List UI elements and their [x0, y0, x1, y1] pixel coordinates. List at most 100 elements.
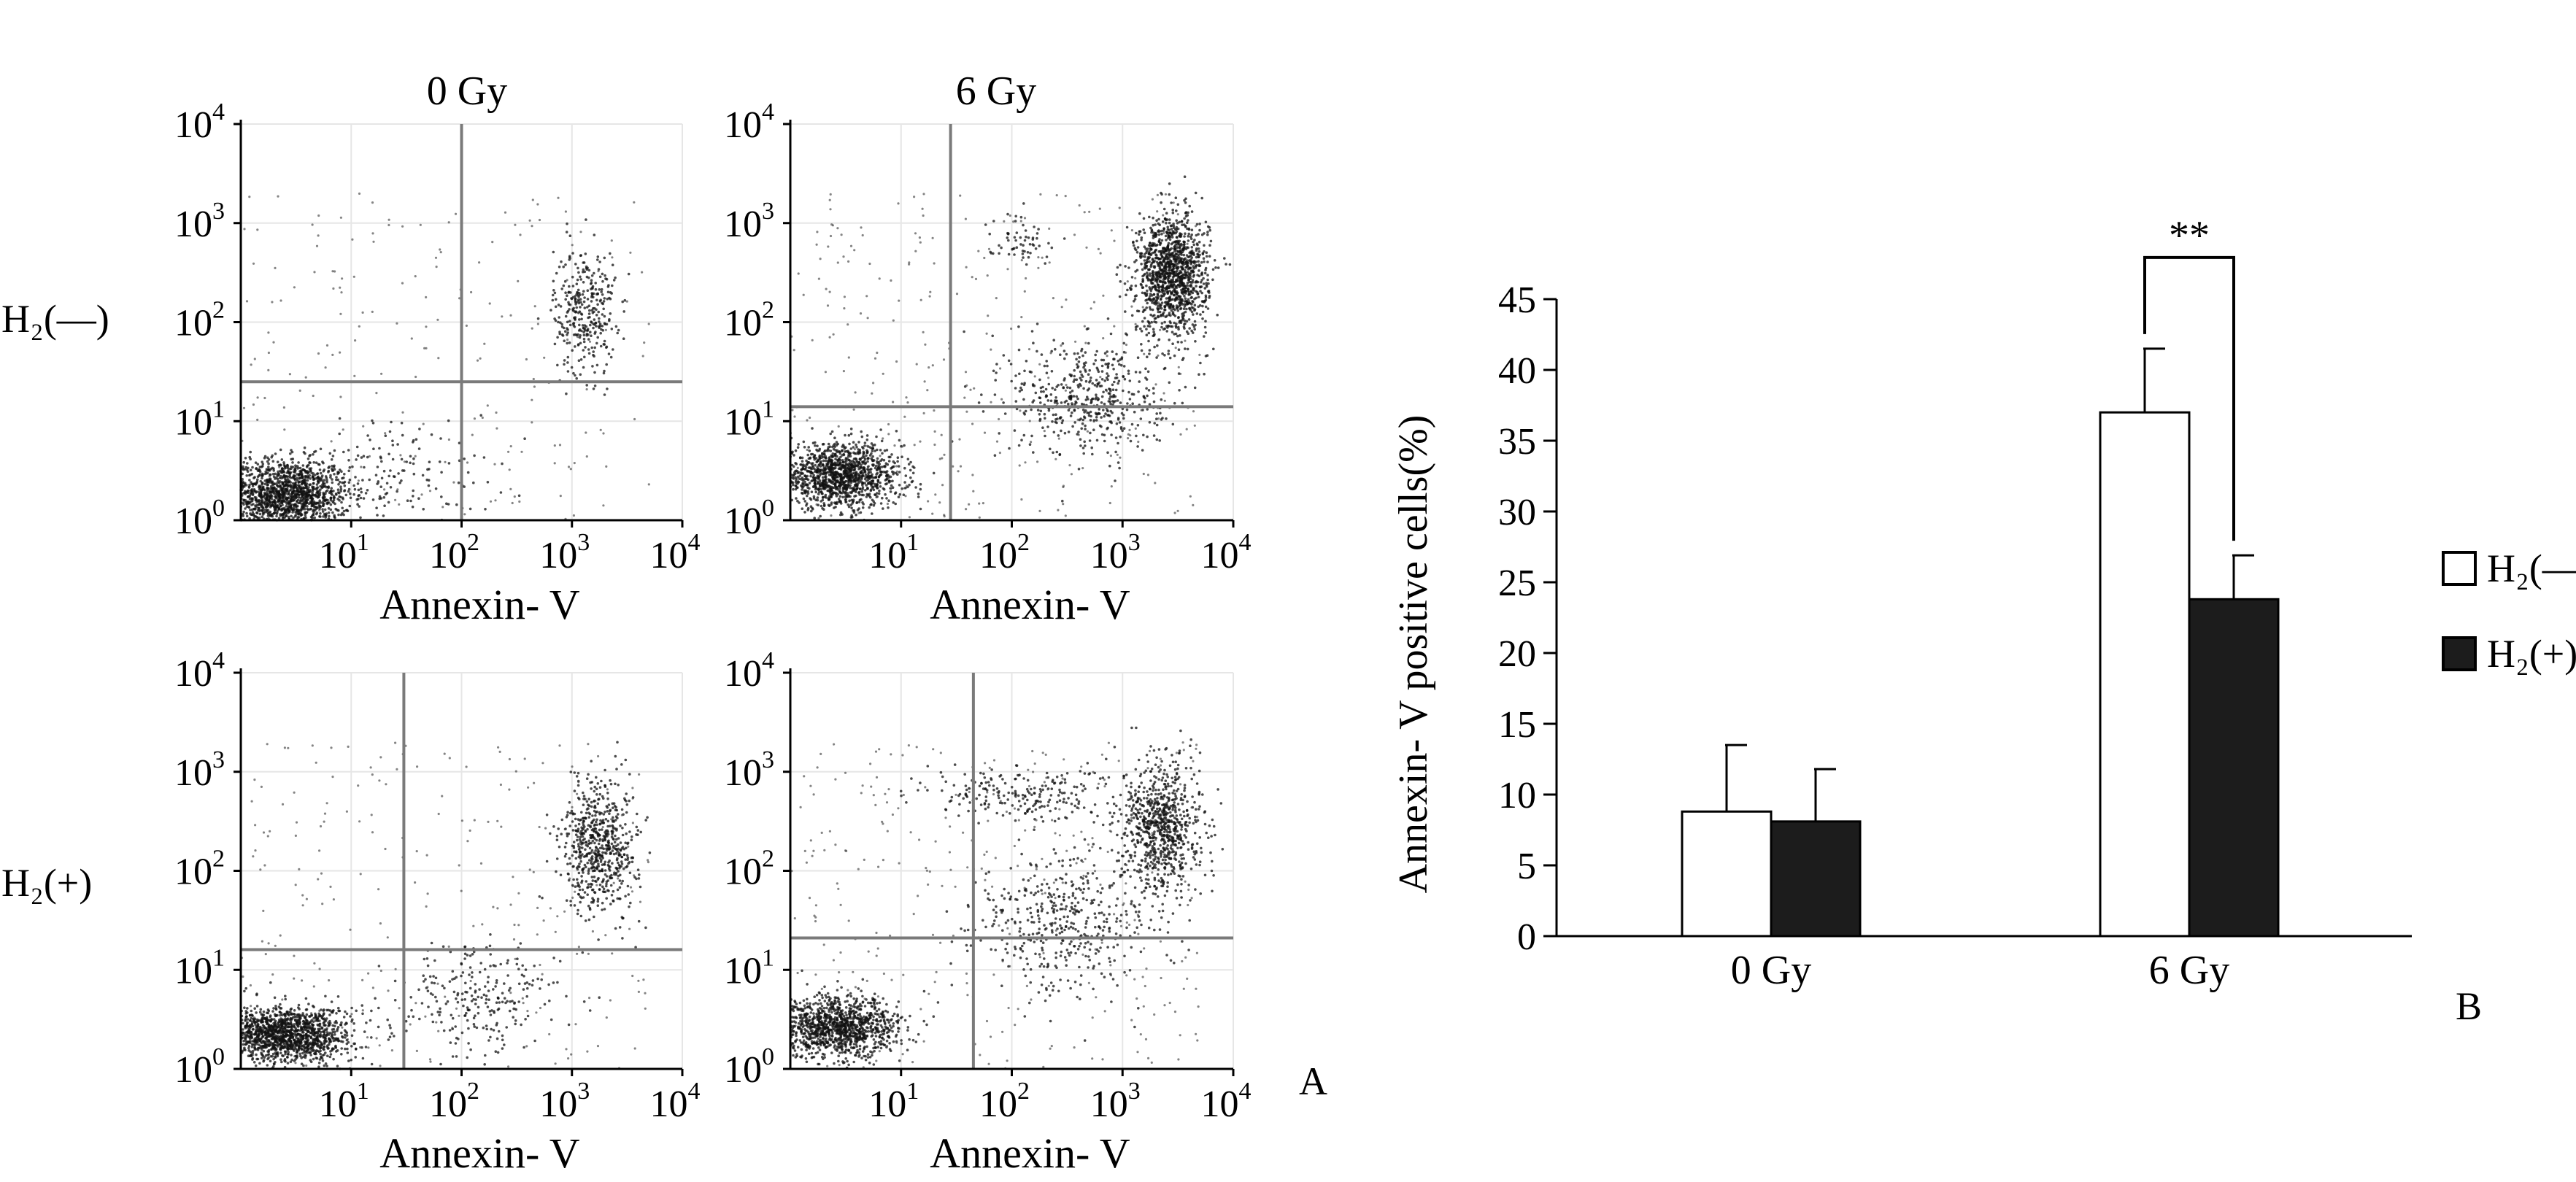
scatter-point: [312, 461, 316, 464]
scatter-point: [265, 497, 269, 500]
scatter-point: [319, 471, 323, 475]
scatter-point: [588, 340, 592, 343]
scatter-point: [1177, 295, 1181, 298]
scatter-point: [321, 460, 324, 463]
scatter-point: [1144, 291, 1146, 295]
scatter-point: [400, 421, 404, 425]
scatter-point: [821, 476, 825, 479]
scatter-point: [380, 476, 384, 480]
scatter-point: [857, 467, 860, 471]
scatter-point: [861, 487, 864, 491]
scatter-point: [792, 474, 795, 477]
y-tick-label: 104: [174, 98, 225, 146]
scatter-point: [419, 223, 422, 226]
scatter-point: [847, 458, 850, 462]
scatter-point: [827, 442, 830, 446]
scatter-point: [870, 452, 873, 455]
scatter-point: [805, 483, 809, 487]
scatter-point: [296, 516, 299, 519]
scatter-point: [1178, 271, 1181, 275]
scatter-point: [806, 486, 809, 490]
scatter-point: [514, 223, 517, 226]
scatter-point: [292, 489, 296, 492]
scatter-point: [1178, 304, 1181, 307]
scatter-point: [332, 287, 335, 290]
scatter-point: [517, 279, 520, 282]
scatter-point: [242, 510, 245, 514]
scatter-point: [417, 447, 421, 450]
scatter-point: [1143, 231, 1146, 235]
scatter-point: [589, 331, 592, 334]
scatter-point: [798, 501, 801, 504]
scatter-point: [863, 470, 866, 473]
scatter-point: [1182, 282, 1186, 285]
scatter-point: [304, 511, 308, 514]
scatter-point: [341, 496, 344, 499]
scatter-point: [1189, 261, 1193, 264]
scatter-points: [789, 175, 1232, 522]
scatter-point: [1175, 219, 1178, 223]
scatter-point: [585, 384, 588, 387]
scatter-point: [323, 508, 327, 511]
scatter-point: [401, 282, 404, 285]
scatter-point: [606, 290, 610, 294]
scatter-point: [1201, 304, 1204, 308]
scatter-point: [1117, 379, 1121, 382]
scatter-point: [294, 469, 297, 472]
scatter-point: [1192, 301, 1195, 304]
scatter-point: [425, 478, 428, 482]
scatter-point: [1141, 449, 1144, 452]
scatter-point: [291, 491, 294, 494]
scatter-point: [603, 393, 606, 396]
scatter-point: [827, 484, 830, 487]
scatter-point: [267, 479, 270, 482]
scatter-point: [1171, 208, 1174, 212]
scatter-point: [568, 341, 571, 344]
scatter-point: [311, 490, 315, 493]
scatter-point: [513, 495, 516, 498]
scatter-point: [332, 498, 336, 502]
scatter-point: [259, 479, 263, 483]
scatter-point: [1118, 466, 1121, 470]
scatter-point: [852, 457, 856, 460]
scatter-point: [330, 440, 333, 443]
scatter-point: [310, 499, 314, 503]
scatter-point: [795, 486, 798, 489]
scatter-point: [285, 482, 288, 484]
scatter-point: [1122, 414, 1125, 417]
scatter-point: [293, 477, 296, 481]
scatter-point: [893, 492, 897, 495]
scatter-point: [794, 462, 797, 465]
scatter-point: [848, 474, 851, 477]
scatter-point: [1147, 389, 1151, 392]
scatter-point: [1066, 386, 1069, 389]
scatter-point: [1152, 331, 1155, 333]
scatter-point: [306, 474, 309, 478]
scatter-point: [1077, 468, 1081, 471]
scatter-point: [1146, 301, 1149, 305]
scatter-point: [1030, 330, 1034, 333]
scatter-point: [1046, 399, 1050, 402]
scatter-point: [804, 489, 807, 492]
scatter-point: [586, 298, 590, 301]
scatter-point: [252, 512, 255, 516]
scatter-point: [1182, 243, 1185, 247]
scatter-point: [865, 484, 868, 487]
scatter-point: [1108, 393, 1111, 395]
scatter-point: [385, 492, 389, 495]
scatter-point: [347, 481, 351, 484]
scatter-point: [287, 496, 290, 499]
scatter-point: [643, 341, 646, 344]
scatter-point: [803, 480, 806, 484]
scatter-point: [806, 509, 809, 511]
scatter-point: [580, 303, 584, 306]
scatter-point: [806, 494, 809, 498]
scatter-point: [246, 462, 249, 465]
scatter-point: [995, 363, 998, 366]
scatter-point: [275, 505, 279, 509]
scatter-point: [850, 490, 854, 493]
scatter-point: [901, 487, 903, 490]
scatter-point: [1168, 381, 1171, 385]
scatter-point: [252, 503, 255, 506]
